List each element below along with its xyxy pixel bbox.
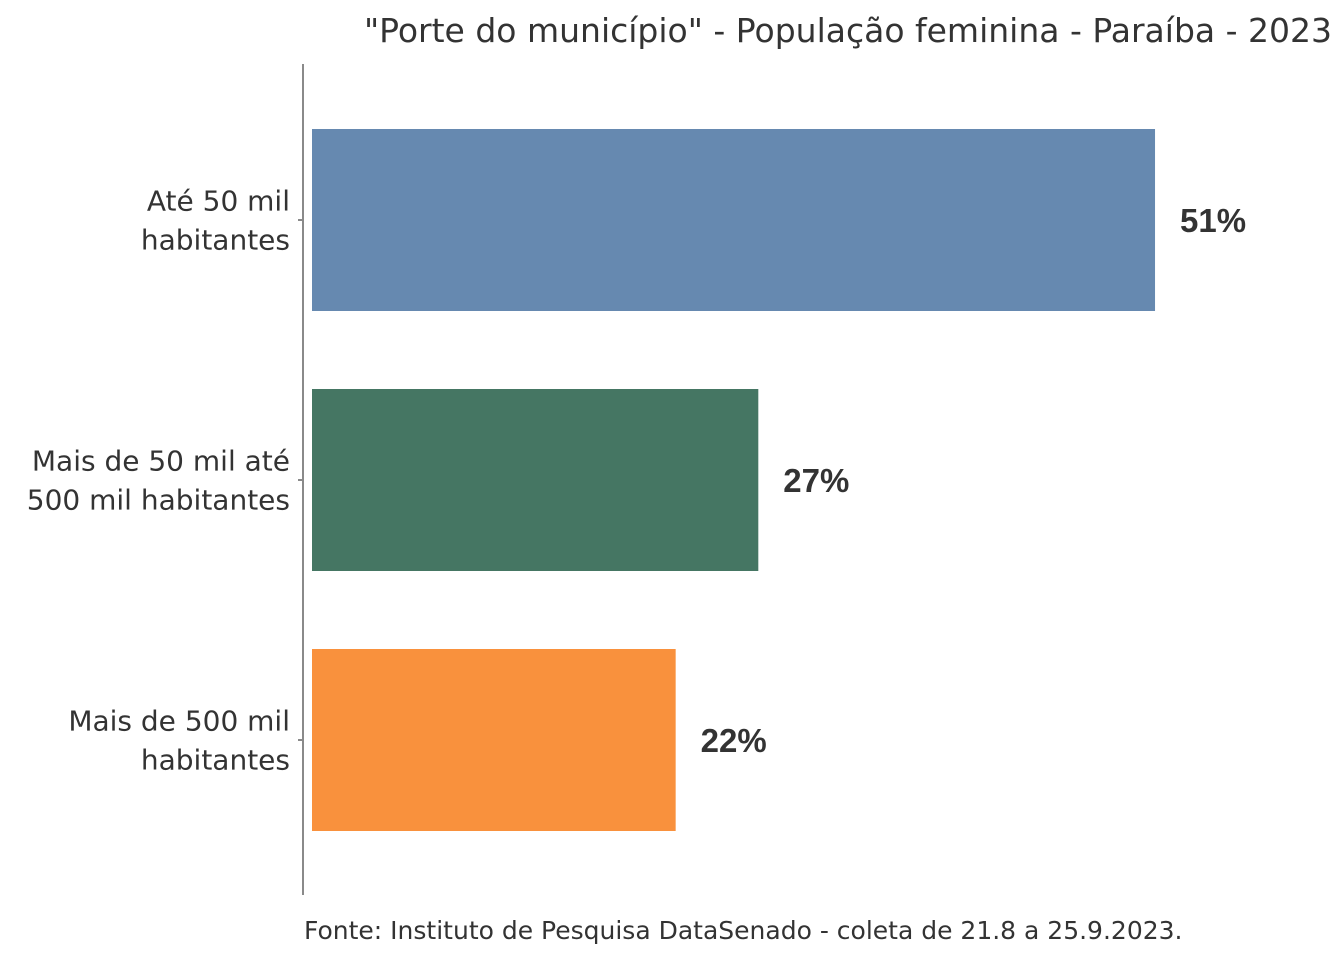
chart-title: "Porte do município" - População feminin… xyxy=(364,11,1332,50)
bar-1 xyxy=(312,129,1156,311)
category-label-1-line-2: habitantes xyxy=(141,224,290,257)
value-label-1: 51% xyxy=(1180,202,1246,239)
category-label-2-line-1: Mais de 50 mil até xyxy=(32,445,290,478)
bar-2 xyxy=(312,389,759,571)
value-label-3: 22% xyxy=(701,722,767,759)
category-label-3-line-1: Mais de 500 mil xyxy=(68,705,290,738)
chart-source: Fonte: Instituto de Pesquisa DataSenado … xyxy=(304,916,1182,945)
bars-group: Até 50 mil habitantes 51% Mais de 50 mil at… xyxy=(27,129,1246,831)
category-label-2-line-2: 500 mil habitantes xyxy=(27,484,290,517)
category-label-1-line-1: Até 50 mil xyxy=(147,185,290,218)
bar-3 xyxy=(312,649,676,831)
category-label-3-line-2: habitantes xyxy=(141,744,290,777)
value-label-2: 27% xyxy=(783,462,849,499)
